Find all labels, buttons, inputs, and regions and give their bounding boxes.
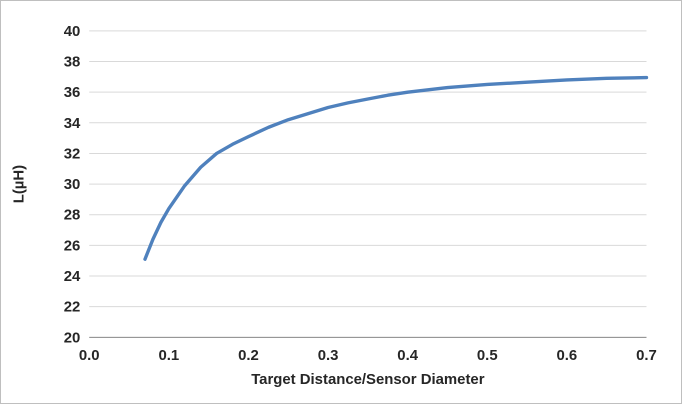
- x-tick-label: 0.6: [557, 347, 578, 364]
- y-tick-label: 38: [64, 53, 81, 70]
- tick-label-layer: 20 22 24 26 28 30 32 34 36 38 40 0.0 0.1 0.2 0.3 0.4 0.5…: [64, 23, 657, 364]
- y-tick-label: 20: [64, 329, 81, 346]
- y-tick-label: 36: [64, 84, 81, 101]
- y-tick-label: 30: [64, 176, 81, 193]
- x-tick-label: 0.5: [477, 347, 498, 364]
- x-tick-label: 0.4: [397, 347, 418, 364]
- grid-layer: [89, 30, 647, 338]
- y-tick-label: 24: [64, 268, 81, 285]
- series-layer: [143, 75, 649, 261]
- y-tick-label: 22: [64, 299, 81, 316]
- y-axis-title: L(µH): [11, 165, 28, 203]
- y-tick-label: 32: [64, 145, 81, 162]
- x-tick-label: 0.0: [79, 347, 100, 364]
- x-axis-title: Target Distance/Sensor Diameter: [251, 371, 485, 388]
- x-tick-label: 0.2: [238, 347, 259, 364]
- x-tick-label: 0.3: [318, 347, 339, 364]
- y-tick-label: 40: [64, 23, 81, 40]
- series-line: [143, 75, 649, 261]
- y-tick-label: 28: [64, 207, 81, 224]
- x-tick-label: 0.1: [158, 347, 179, 364]
- y-tick-label: 34: [64, 115, 81, 132]
- x-tick-label: 0.7: [636, 347, 657, 364]
- y-tick-label: 26: [64, 237, 81, 254]
